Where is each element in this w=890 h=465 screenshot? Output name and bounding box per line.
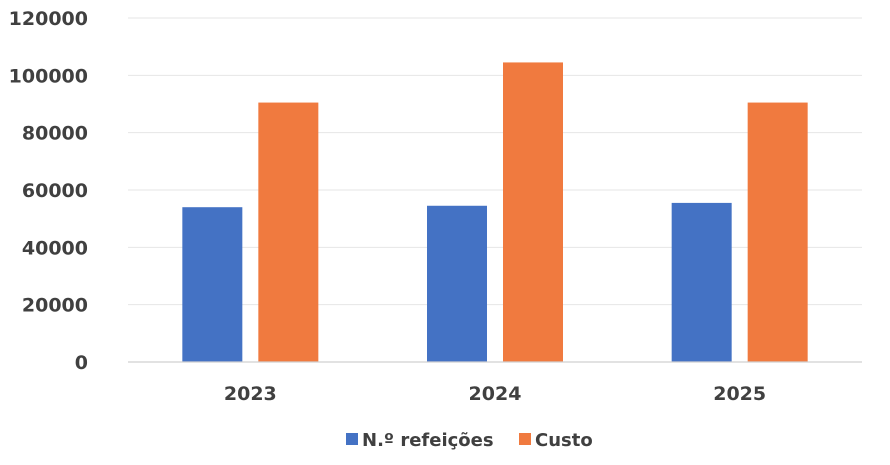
x-category-label: 2024 [469,383,522,405]
bars [182,62,808,363]
y-tick-label: 40000 [22,237,88,259]
gridlines [128,17,862,306]
y-tick-label: 80000 [22,123,88,145]
bar-2023-custo [258,102,319,363]
x-axis-category-labels: 2023 2024 2025 [224,383,766,405]
legend-swatch [346,433,358,445]
bar-2023-refeicoes [182,207,243,362]
y-tick-label: 20000 [22,295,88,317]
y-axis-tick-labels: 0 20000 40000 60000 80000 100000 120000 [9,8,88,374]
legend-label: Custo [535,430,593,451]
y-tick-label: 100000 [9,65,88,87]
legend-swatch [519,433,531,445]
bar-2025-refeicoes [671,202,732,362]
bar-2024-refeicoes [427,205,487,362]
legend-label: N.º refeições [362,430,494,451]
y-tick-label: 0 [75,352,88,374]
bar-2024-custo [503,62,563,362]
bar-2025-custo [747,102,808,363]
x-category-label: 2023 [224,383,277,405]
y-tick-label: 60000 [22,180,88,202]
legend: N.º refeições Custo [346,430,593,451]
x-category-label: 2025 [713,383,766,405]
y-tick-label: 120000 [9,8,88,30]
